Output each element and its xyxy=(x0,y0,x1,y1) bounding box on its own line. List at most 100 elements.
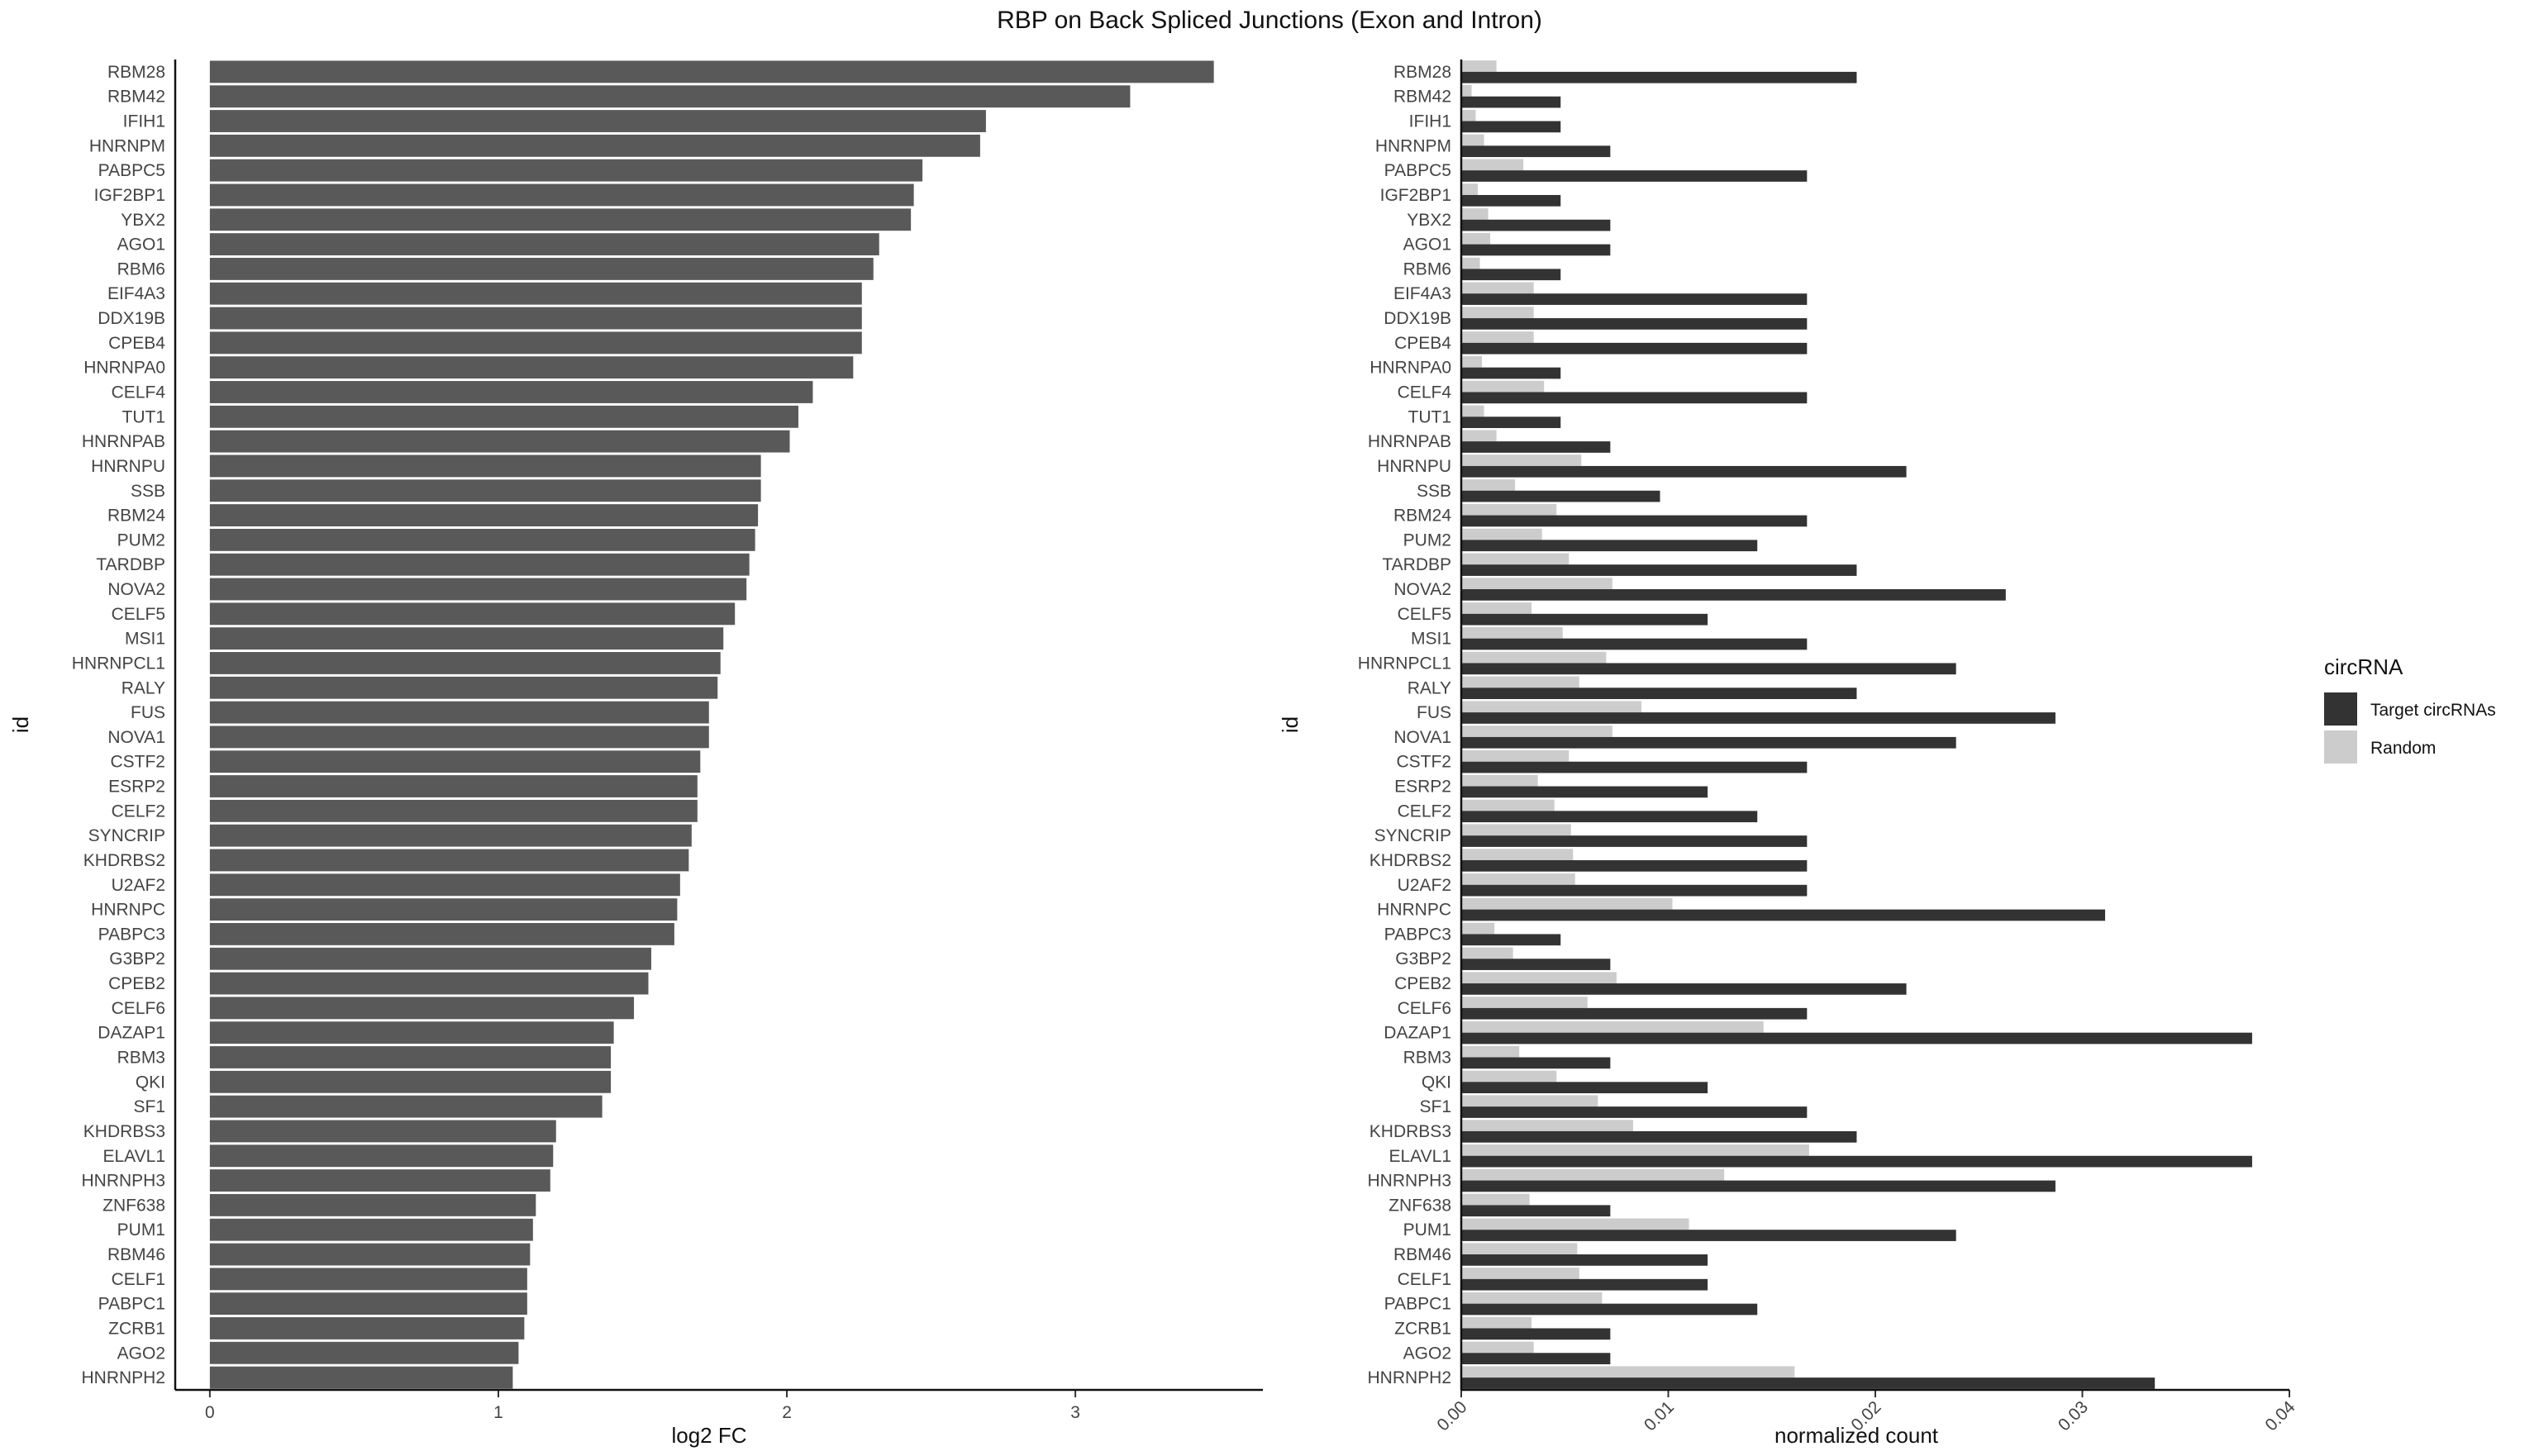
right-y-tick-label: CELF5 xyxy=(1398,605,1451,624)
left-bar-nova1 xyxy=(209,726,709,749)
legend-title: circRNA xyxy=(2324,654,2403,679)
left-bar-raly xyxy=(209,676,718,699)
right-y-tick-label: QKI xyxy=(1422,1073,1451,1092)
left-bar-g3bp2 xyxy=(209,947,651,970)
right-y-tick-label: HNRNPM xyxy=(1375,136,1451,155)
right-y-tick-label: MSI1 xyxy=(1411,630,1451,649)
left-y-tick-label: HNRNPA0 xyxy=(83,359,165,378)
left-y-tick-label: HNRNPCL1 xyxy=(72,654,165,673)
left-y-tick-label: PUM2 xyxy=(117,531,165,550)
right-bar-target-khdrbs2 xyxy=(1461,859,1808,872)
right-bar-target-fus xyxy=(1461,712,2055,724)
left-x-tick-label: 0 xyxy=(205,1403,215,1422)
left-y-tick-label: CELF4 xyxy=(112,383,166,402)
right-bar-random-fus xyxy=(1461,701,1641,713)
right-bar-target-rbm24 xyxy=(1461,515,1808,527)
right-y-tick-label: HNRNPAB xyxy=(1368,432,1451,451)
left-bar-hnrnpa0 xyxy=(209,356,854,379)
right-bar-random-hnrnpc xyxy=(1461,897,1673,910)
left-y-tick-label: SSB xyxy=(131,482,165,501)
right-y-tick-label: RBM28 xyxy=(1393,63,1451,82)
left-y-tick-label: G3BP2 xyxy=(109,949,165,968)
left-bar-pabpc1 xyxy=(209,1292,527,1316)
left-y-tick-label: CELF1 xyxy=(112,1270,165,1289)
right-bar-random-ago1 xyxy=(1461,232,1491,245)
left-bar-hnrnpc xyxy=(209,898,678,921)
right-y-tick-label: PUM2 xyxy=(1403,531,1451,550)
left-y-tick-label: DDX19B xyxy=(98,309,165,328)
right-bar-random-hnrnpa0 xyxy=(1461,355,1483,368)
legend-label-target-circrnas: Target circRNAs xyxy=(2370,701,2496,720)
left-bar-igf2bp1 xyxy=(209,183,914,207)
right-y-tick-label: RBM42 xyxy=(1393,88,1451,107)
right-bar-random-ybx2 xyxy=(1461,208,1489,220)
right-bar-target-hnrnpa0 xyxy=(1461,367,1561,379)
left-x-tick-label: 1 xyxy=(493,1403,503,1422)
left-bar-hnrnpm xyxy=(209,134,980,157)
left-bar-hnrnpab xyxy=(209,430,790,453)
right-bar-random-pum1 xyxy=(1461,1218,1689,1230)
left-y-tick-label: EIF4A3 xyxy=(107,284,165,303)
right-bar-target-igf2bp1 xyxy=(1461,194,1561,207)
right-bar-random-msi1 xyxy=(1461,626,1563,639)
left-y-tick-label: ZCRB1 xyxy=(108,1319,165,1338)
right-bar-target-tardbp xyxy=(1461,564,1857,576)
right-bar-random-rbm3 xyxy=(1461,1045,1520,1058)
right-bar-random-celf6 xyxy=(1461,997,1588,1008)
right-bar-target-tut1 xyxy=(1461,416,1561,429)
left-bar-esrp2 xyxy=(209,775,698,797)
right-bar-random-hnrnpu xyxy=(1461,454,1582,466)
right-y-axis-title: id xyxy=(1278,716,1303,733)
left-bar-nova2 xyxy=(209,578,747,601)
left-bar-ddx19b xyxy=(209,307,862,330)
right-y-tick-label: CSTF2 xyxy=(1396,753,1451,772)
left-y-tick-label: AGO1 xyxy=(117,236,165,255)
left-bar-cpeb2 xyxy=(209,972,649,995)
right-y-tick-label: FUS xyxy=(1417,703,1451,722)
right-y-tick-label: DAZAP1 xyxy=(1384,1024,1451,1043)
right-bar-target-hnrnpab xyxy=(1461,441,1611,453)
right-y-tick-label: CPEB4 xyxy=(1394,334,1451,353)
right-bar-random-g3bp2 xyxy=(1461,947,1513,959)
left-y-tick-label: NOVA1 xyxy=(107,728,165,747)
left-bar-znf638 xyxy=(209,1193,536,1216)
right-y-tick-label: CELF1 xyxy=(1398,1270,1451,1289)
right-bar-target-hnrnph3 xyxy=(1461,1180,2055,1192)
left-bar-syncrip xyxy=(209,824,692,847)
left-y-tick-label: TARDBP xyxy=(96,555,165,574)
right-y-tick-label: EIF4A3 xyxy=(1393,284,1451,303)
right-bar-random-rbm6 xyxy=(1461,257,1480,269)
right-bar-target-rbm28 xyxy=(1461,71,1857,83)
right-bar-target-qki xyxy=(1461,1082,1708,1094)
right-bar-random-pabpc1 xyxy=(1461,1292,1603,1304)
left-y-tick-label: RBM28 xyxy=(107,63,165,82)
right-bar-target-ssb xyxy=(1461,490,1660,502)
left-bar-ybx2 xyxy=(209,208,912,231)
right-y-tick-label: HNRNPCL1 xyxy=(1358,654,1451,673)
right-bar-random-dazap1 xyxy=(1461,1021,1764,1033)
right-bar-random-hnrnph2 xyxy=(1461,1366,1795,1378)
right-bar-target-khdrbs3 xyxy=(1461,1130,1857,1143)
left-y-tick-label: ESRP2 xyxy=(108,778,165,797)
left-bar-hnrnph2 xyxy=(209,1366,513,1389)
right-y-tick-label: CELF6 xyxy=(1398,999,1451,1018)
left-y-tick-label: MSI1 xyxy=(125,630,165,649)
right-bar-target-ybx2 xyxy=(1461,219,1611,231)
right-y-tick-label: ELAVL1 xyxy=(1389,1147,1452,1166)
right-bar-target-zcrb1 xyxy=(1461,1328,1611,1340)
left-y-tick-label: CELF5 xyxy=(112,605,165,624)
right-x-tick-label: 0.03 xyxy=(2055,1397,2092,1435)
right-bar-random-znf638 xyxy=(1461,1193,1530,1206)
right-bar-random-celf5 xyxy=(1461,602,1532,614)
right-bar-random-ifih1 xyxy=(1461,109,1476,121)
left-y-tick-label: PABPC5 xyxy=(98,161,165,180)
right-y-tick-label: U2AF2 xyxy=(1398,876,1451,895)
right-bar-target-msi1 xyxy=(1461,638,1808,650)
left-y-tick-label: HNRNPH3 xyxy=(81,1172,165,1191)
left-y-tick-label: RBM24 xyxy=(107,507,165,526)
left-panel-log2fc: RBM28 RBM42 IFIH1 HNRNPM PABPC5 IGF2BP1 YBX2 AG… xyxy=(8,59,1263,1448)
right-y-tick-label: CPEB2 xyxy=(1394,974,1451,993)
right-bar-random-cpeb4 xyxy=(1461,331,1534,343)
right-y-tick-labels: RBM28 RBM42 IFIH1 HNRNPM PABPC5 IGF2BP1 YBX2 AG… xyxy=(1358,63,1452,1387)
right-bar-random-cpeb2 xyxy=(1461,972,1617,984)
